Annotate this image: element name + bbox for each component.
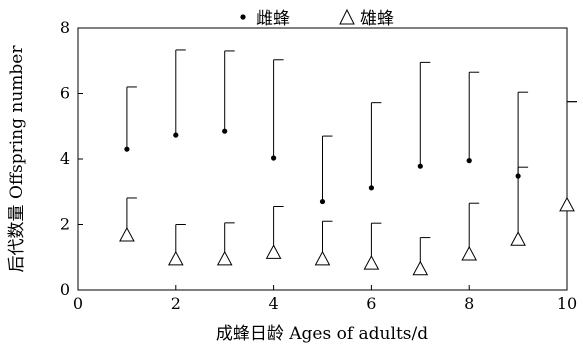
male-point [412, 260, 429, 276]
legend-label-female: 雌蜂 [256, 9, 290, 29]
y-tick-label: 8 [60, 18, 70, 37]
female-point [466, 158, 472, 164]
male-point [559, 196, 575, 212]
female-point [124, 146, 130, 152]
female-point [319, 198, 326, 205]
x-tick-label: 10 [557, 294, 577, 313]
legend-marker-female [240, 14, 246, 20]
male-point [167, 250, 184, 266]
male-point [216, 250, 233, 266]
y-tick-label: 6 [60, 84, 70, 103]
data-marks [119, 49, 577, 276]
male-point [461, 245, 478, 261]
x-axis-title: 成蜂日龄 Ages of adults/d [216, 324, 428, 344]
female-point [271, 155, 277, 161]
male-point [119, 226, 135, 242]
female-point [417, 163, 423, 169]
male-point [363, 255, 380, 270]
female-point [222, 128, 228, 134]
y-axis-title: 后代数量 Offspring number [7, 45, 27, 273]
x-tick-label: 8 [464, 294, 474, 313]
male-point [314, 250, 331, 266]
legend-label-male: 雄蜂 [360, 9, 394, 29]
x-tick-label: 0 [73, 294, 83, 313]
tick-labels: 0 2 4 6 8 10 0 2 4 6 8 [60, 18, 577, 313]
y-tick-label: 4 [60, 149, 70, 168]
male-point [265, 244, 282, 259]
legend: 雌蜂 雄蜂 [240, 8, 394, 29]
female-point [368, 185, 374, 191]
y-tick-label: 2 [60, 215, 70, 234]
male-point [510, 231, 526, 246]
y-tick-label: 0 [60, 280, 70, 299]
female-point [173, 132, 179, 138]
legend-marker-male [339, 8, 355, 25]
x-tick-label: 6 [366, 294, 376, 313]
x-tick-label: 2 [171, 294, 181, 313]
x-tick-label: 4 [269, 294, 279, 313]
